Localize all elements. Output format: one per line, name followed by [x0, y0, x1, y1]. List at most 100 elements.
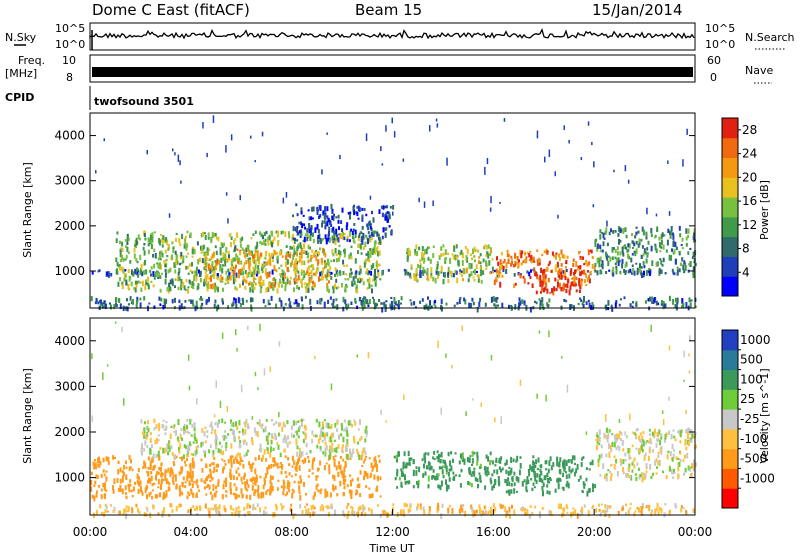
- nave-label: Nave: [745, 64, 773, 77]
- power-colorbar-segment: [722, 118, 738, 139]
- velocity-colorbar: 1000 500 100 25 -25 -100 -500 -1000: [721, 329, 775, 509]
- y-tick-label: 4000: [54, 334, 85, 348]
- velocity-colorbar-label: Velocity [m s^-1]: [758, 368, 771, 463]
- freq-strip-frame: [89, 54, 696, 83]
- nsky-trace-line: [89, 28, 695, 40]
- data-band-2: [204, 248, 332, 291]
- velocity-colorbar-segment: [722, 428, 738, 450]
- nsky-top-tick: 10^5: [55, 22, 85, 35]
- velocity-colorbar-tick: -25: [740, 412, 760, 426]
- nsky-trace: [89, 28, 695, 50]
- power-colorbar-segment: [722, 137, 738, 159]
- data-band-5: [92, 502, 695, 520]
- velocity-colorbar-tick: 100: [740, 372, 763, 386]
- data-band-0: [90, 454, 382, 502]
- nsky-bottom-tick: 10^0: [55, 38, 85, 51]
- velocity-colorbar-tick: 1000: [740, 333, 771, 347]
- data-band-8: [90, 295, 697, 313]
- x-tick-label: 00:00: [73, 525, 108, 539]
- freq-bottom-tick: 8: [66, 71, 73, 84]
- velocity-colorbar-segment: [722, 448, 738, 469]
- date-label: 15/Jan/2014: [592, 1, 683, 19]
- y-tick-label: 1000: [54, 264, 85, 278]
- power-colorbar-tick: 4: [742, 265, 750, 279]
- data-band-5: [493, 248, 596, 289]
- power-colorbar-tick: 28: [742, 123, 757, 137]
- power-scatter: [90, 115, 697, 313]
- power-colorbar-segment: [722, 256, 738, 277]
- velocity-colorbar-segment: [722, 409, 738, 430]
- nsearch-top-tick: 10^5: [705, 22, 735, 35]
- nsearch-label: N.Search: [745, 31, 795, 44]
- power-colorbar-segment: [722, 157, 738, 178]
- y-tick-label: 3000: [54, 379, 85, 393]
- freq-top-tick: 10: [62, 54, 76, 67]
- y-tick-label: 3000: [54, 174, 85, 188]
- data-band-6: [531, 267, 584, 296]
- velocity-ylabel: Slant Range [km]: [21, 368, 34, 464]
- power-colorbar-segment: [722, 276, 738, 297]
- x-tick-label: 04:00: [174, 525, 209, 539]
- velocity-colorbar-segment: [722, 330, 738, 351]
- x-tick-label: 20:00: [577, 525, 612, 539]
- data-band-1: [140, 418, 369, 461]
- data-band-4: [406, 244, 494, 285]
- y-tick-label: 2000: [54, 425, 85, 439]
- velocity-scatter: [90, 321, 697, 520]
- power-ylabel: Slant Range [km]: [21, 162, 34, 258]
- power-colorbar-tick: 12: [742, 218, 757, 232]
- data-band-7: [594, 225, 697, 277]
- cpid-label: CPID: [5, 91, 34, 104]
- velocity-colorbar-tick: 500: [740, 353, 763, 367]
- power-colorbar-tick: 24: [742, 147, 757, 161]
- velocity-colorbar-segment: [722, 349, 738, 371]
- power-colorbar-tick: 8: [742, 242, 750, 256]
- x-tick-label: 16:00: [476, 525, 511, 539]
- y-tick-label: 4000: [54, 129, 85, 143]
- y-tick-label: 1000: [54, 471, 85, 485]
- plot-title: Dome C East (fitACF): [92, 1, 250, 19]
- data-band-0: [91, 268, 695, 279]
- nave-bottom-tick: 0: [710, 71, 717, 84]
- cpid-value: twofsound 3501: [94, 95, 194, 108]
- data-band-1: [115, 230, 382, 294]
- data-band-2: [393, 450, 496, 492]
- velocity-colorbar-segment: [722, 468, 738, 489]
- velocity-colorbar-segment: [722, 488, 738, 509]
- data-band-3: [292, 203, 395, 245]
- beam-label: Beam 15: [355, 1, 422, 19]
- x-tick-label: 00:00: [678, 525, 713, 539]
- nsky-label: N.Sky: [5, 31, 37, 44]
- power-panel-frame: [89, 112, 696, 309]
- power-colorbar-tick: 20: [742, 170, 757, 184]
- x-tick-label: 08:00: [274, 525, 309, 539]
- velocity-y-axis: 1000 2000 3000 4000: [54, 334, 695, 485]
- velocity-panel-frame: [89, 317, 696, 516]
- power-colorbar-segment: [722, 177, 738, 198]
- time-x-axis: 00:00 04:00 08:00 12:00 16:00 20:00 00:00: [73, 509, 713, 539]
- nsearch-bottom-tick: 10^0: [705, 38, 735, 51]
- power-colorbar-tick: 16: [742, 194, 757, 208]
- velocity-colorbar-tick: -100: [740, 432, 767, 446]
- time-xlabel: Time UT: [368, 542, 414, 554]
- power-colorbar: 4 8 12 16 20 24 28: [721, 117, 757, 297]
- power-colorbar-segment: [722, 236, 738, 257]
- freq-label: Freq.: [18, 54, 45, 67]
- velocity-colorbar-tick: 25: [740, 392, 755, 406]
- power-colorbar-label: Power [dB]: [758, 180, 771, 240]
- velocity-colorbar-segment: [722, 369, 738, 390]
- velocity-colorbar-tick: -500: [740, 452, 767, 466]
- velocity-colorbar-segment: [722, 389, 738, 410]
- power-colorbar-segment: [722, 216, 738, 238]
- x-tick-label: 12:00: [375, 525, 410, 539]
- y-tick-label: 2000: [54, 219, 85, 233]
- freq-unit-label: [MHz]: [5, 67, 37, 80]
- freq-trace: [92, 67, 693, 77]
- data-band-4: [595, 427, 697, 483]
- velocity-colorbar-tick: -1000: [740, 471, 775, 485]
- power-colorbar-segment: [722, 197, 738, 218]
- data-band-3: [494, 455, 597, 497]
- nave-top-tick: 60: [707, 54, 721, 67]
- power-y-axis: 1000 2000 3000 4000: [54, 129, 695, 278]
